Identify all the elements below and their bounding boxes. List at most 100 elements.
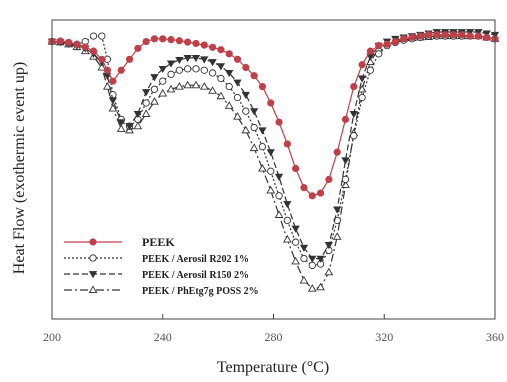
data-point	[158, 88, 168, 97]
data-point	[233, 79, 242, 87]
data-point	[416, 32, 424, 40]
data-point	[433, 31, 441, 39]
data-point	[292, 164, 300, 173]
data-point	[117, 66, 125, 74]
data-point	[466, 32, 474, 40]
x-axis-title: Temperature (°C)	[217, 359, 329, 376]
data-point	[134, 44, 142, 52]
data-point	[483, 33, 491, 42]
data-point	[267, 99, 275, 107]
data-point	[89, 32, 98, 40]
data-point	[358, 93, 366, 102]
data-point	[316, 255, 325, 263]
data-point	[233, 55, 242, 63]
data-point	[208, 59, 217, 67]
data-point	[267, 167, 275, 175]
data-point	[274, 173, 284, 181]
legend-marker	[88, 271, 98, 279]
data-point	[103, 66, 111, 74]
data-point	[216, 91, 226, 100]
data-point	[316, 282, 325, 291]
data-point	[308, 255, 317, 263]
data-point	[341, 175, 350, 184]
x-tick-label: 240	[154, 330, 172, 344]
data-point	[133, 111, 142, 119]
data-point	[224, 101, 234, 109]
data-point	[258, 127, 267, 135]
data-point	[333, 148, 341, 156]
legend-marker	[89, 254, 97, 262]
data-point	[350, 83, 358, 91]
data-point	[332, 232, 342, 240]
data-point	[175, 37, 183, 45]
data-point	[109, 77, 117, 85]
data-point	[98, 55, 106, 63]
data-point	[158, 65, 167, 74]
data-point	[249, 108, 259, 116]
data-point	[250, 72, 258, 80]
data-point	[184, 38, 192, 46]
data-point	[424, 31, 433, 39]
data-point	[89, 47, 98, 55]
data-point	[150, 74, 159, 82]
data-point	[116, 124, 126, 132]
data-point	[159, 77, 167, 85]
y-axis-title: Heat Flow (exothermic event up)	[11, 62, 28, 274]
data-point	[175, 66, 184, 74]
data-point	[449, 31, 458, 39]
data-point	[233, 93, 242, 102]
data-point	[300, 254, 308, 263]
data-point	[291, 256, 301, 265]
data-point	[200, 66, 208, 74]
data-point	[150, 35, 159, 43]
data-point	[200, 56, 209, 64]
data-point	[191, 55, 201, 63]
data-point	[275, 118, 283, 126]
data-point	[391, 37, 399, 46]
data-point	[81, 43, 89, 51]
data-point	[141, 109, 151, 117]
data-point	[324, 242, 333, 250]
data-point	[200, 41, 208, 49]
data-point	[266, 149, 275, 157]
data-point	[308, 261, 316, 270]
data-point	[275, 192, 283, 200]
data-point	[357, 75, 367, 83]
data-point	[109, 91, 117, 99]
data-point	[217, 74, 225, 83]
legend-item: PEEK	[64, 235, 175, 249]
data-point	[192, 39, 200, 48]
data-point	[225, 82, 233, 91]
data-point	[216, 63, 226, 71]
legend-label: PEEK / Aerosil R202 1%	[142, 254, 249, 265]
ticks-layer: 200 240 280 320 360	[43, 314, 504, 344]
data-point	[97, 62, 107, 71]
data-point	[225, 50, 233, 58]
data-point	[383, 40, 391, 48]
legend-marker	[88, 285, 98, 294]
data-point	[108, 103, 118, 112]
data-point	[117, 119, 126, 127]
data-point	[324, 267, 334, 276]
data-point	[375, 50, 383, 58]
data-point	[150, 97, 159, 105]
data-point	[283, 201, 292, 209]
data-point	[192, 65, 200, 73]
legend-item: PEEK / PhEtg7g POSS 2%	[64, 285, 259, 297]
legend: PEEK PEEK / Aerosil R202 1% PEEK / Aerosil…	[64, 235, 259, 297]
legend-label: PEEK / Aerosil R150 2%	[142, 270, 249, 281]
data-point	[191, 80, 201, 89]
data-point	[258, 83, 267, 91]
legend-item: PEEK / Aerosil R202 1%	[64, 254, 249, 265]
data-point	[142, 37, 150, 46]
x-tick-label: 360	[486, 330, 504, 344]
data-point	[366, 47, 375, 55]
data-point	[291, 238, 300, 246]
data-point	[233, 112, 242, 120]
data-point	[299, 275, 309, 284]
data-point	[159, 35, 167, 43]
data-point	[258, 143, 267, 151]
data-point	[249, 143, 259, 152]
